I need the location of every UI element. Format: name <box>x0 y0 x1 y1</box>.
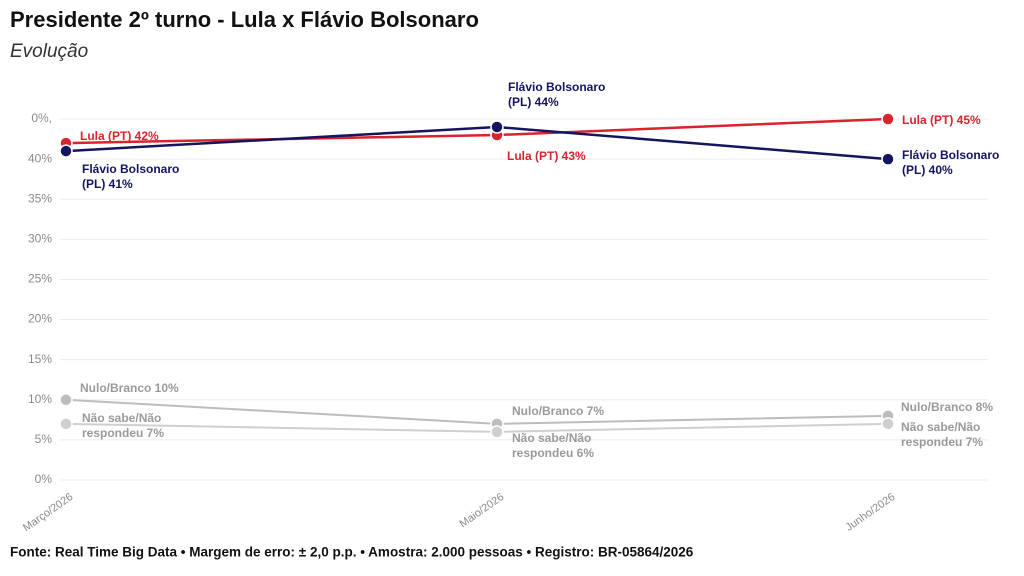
y-tick-label: 15% <box>28 352 52 366</box>
data-label: Lula (PT) 43% <box>507 149 586 163</box>
y-tick-label: 0%, <box>31 111 52 125</box>
data-point <box>59 144 73 158</box>
data-point <box>881 417 895 431</box>
data-label: (PL) 41% <box>82 177 133 191</box>
y-tick-label: 10% <box>28 392 52 406</box>
data-label: Não sabe/Não <box>512 431 591 445</box>
y-tick-label: 30% <box>28 232 52 246</box>
y-tick-label: 25% <box>28 272 52 286</box>
chart-title: Presidente 2º turno - Lula x Flávio Bols… <box>10 7 479 32</box>
data-label: (PL) 44% <box>508 95 559 109</box>
data-label: Flávio Bolsonaro <box>82 162 179 176</box>
data-label: (PL) 40% <box>902 163 953 177</box>
data-label: Lula (PT) 45% <box>902 113 981 127</box>
x-tick-label: Março/2026 <box>21 491 75 534</box>
data-label: Lula (PT) 42% <box>80 129 159 143</box>
data-point <box>881 112 895 126</box>
source-note: Fonte: Real Time Big Data • Margem de er… <box>10 545 694 560</box>
data-label: respondeu 7% <box>82 426 164 440</box>
series-line <box>65 398 889 425</box>
data-point <box>490 120 504 134</box>
data-label: respondeu 7% <box>901 435 983 449</box>
data-label: Nulo/Branco 7% <box>512 404 604 418</box>
series-line <box>65 125 889 161</box>
data-label: Não sabe/Não <box>82 411 161 425</box>
series-line <box>65 117 889 145</box>
data-label: Nulo/Branco 8% <box>901 400 993 414</box>
data-label: Flávio Bolsonaro <box>902 148 999 162</box>
data-label: respondeu 6% <box>512 446 594 460</box>
data-label: Não sabe/Não <box>901 420 980 434</box>
y-tick-label: 5% <box>35 432 53 446</box>
data-point <box>881 152 895 166</box>
y-tick-label: 0% <box>35 472 53 486</box>
data-point <box>59 417 73 431</box>
data-label: Nulo/Branco 10% <box>80 381 179 395</box>
data-label: Flávio Bolsonaro <box>508 80 605 94</box>
data-point <box>59 393 73 407</box>
data-point <box>490 425 504 439</box>
x-tick-label: Junho/2026 <box>843 491 897 534</box>
y-tick-label: 20% <box>28 312 52 326</box>
x-tick-label: Maio/2026 <box>457 491 506 530</box>
series-line <box>65 422 889 433</box>
y-tick-label: 40% <box>28 151 52 165</box>
y-tick-label: 35% <box>28 191 52 205</box>
chart-subtitle: Evolução <box>10 41 88 62</box>
